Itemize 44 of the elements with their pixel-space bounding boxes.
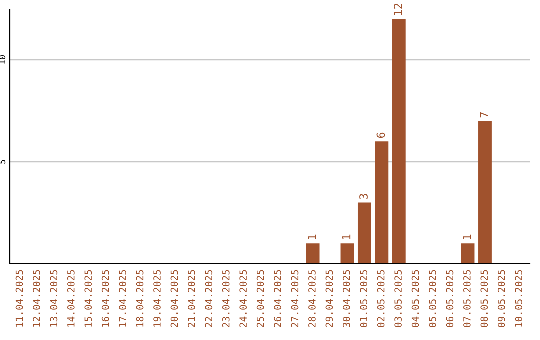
x-tick-label: 20.04.2025 [170,270,178,328]
x-tick-label: 08.05.2025 [480,270,488,328]
x-tick-label: 30.04.2025 [342,270,350,328]
x-tick-label: 17.04.2025 [119,270,126,327]
x-tick-label: 22.04.2025 [205,270,213,328]
x-tick-label: 28.04.2025 [308,270,316,328]
x-tick-label: 26.04.2025 [274,270,282,328]
x-tick-label: 29.04.2025 [326,270,334,328]
x-tick-label: 07.05.2025 [464,270,471,328]
bar [306,244,320,264]
x-tick-label: 09.05.2025 [498,270,506,328]
data-label: 6 [376,132,386,138]
x-tick-label: 16.04.2025 [102,270,110,327]
data-label: 3 [360,194,368,200]
x-tick-label: 04.05.2025 [412,270,420,328]
x-tick-label: 18.04.2025 [136,270,144,327]
x-tick-label: 19.04.2025 [154,270,161,327]
x-tick-label: 14.04.2025 [67,270,75,327]
data-label: 1 [463,234,472,240]
x-tick-label: 01.05.2025 [360,270,368,328]
x-tick-label: 10.05.2025 [515,270,523,327]
x-tick-label: 15.04.2025 [84,270,92,327]
x-tick-label: 23.04.2025 [222,270,230,328]
bar [392,19,406,264]
x-tick-label: 11.04.2025 [16,270,24,327]
bar [340,244,354,264]
x-tick-label: 02.05.2025 [377,270,385,328]
x-tick-label: 27.04.2025 [291,270,299,328]
x-tick-label: 21.04.2025 [188,270,196,328]
data-label: 12 [394,4,402,16]
x-tick-label: 05.05.2025 [429,270,436,328]
x-tick-label: 06.05.2025 [446,270,454,328]
x-tick-label: 03.05.2025 [394,270,402,328]
bar [358,202,372,264]
bar [461,244,475,264]
bar [375,142,389,264]
x-tick-label: 12.04.2025 [33,270,40,327]
data-label: 1 [342,234,351,240]
bar [478,121,492,264]
data-label: 7 [480,112,488,118]
x-tick-label: 25.04.2025 [256,270,264,328]
data-label: 1 [308,234,316,240]
x-tick-label: 13.04.2025 [50,270,58,327]
x-tick-label: 24.04.2025 [240,270,248,328]
